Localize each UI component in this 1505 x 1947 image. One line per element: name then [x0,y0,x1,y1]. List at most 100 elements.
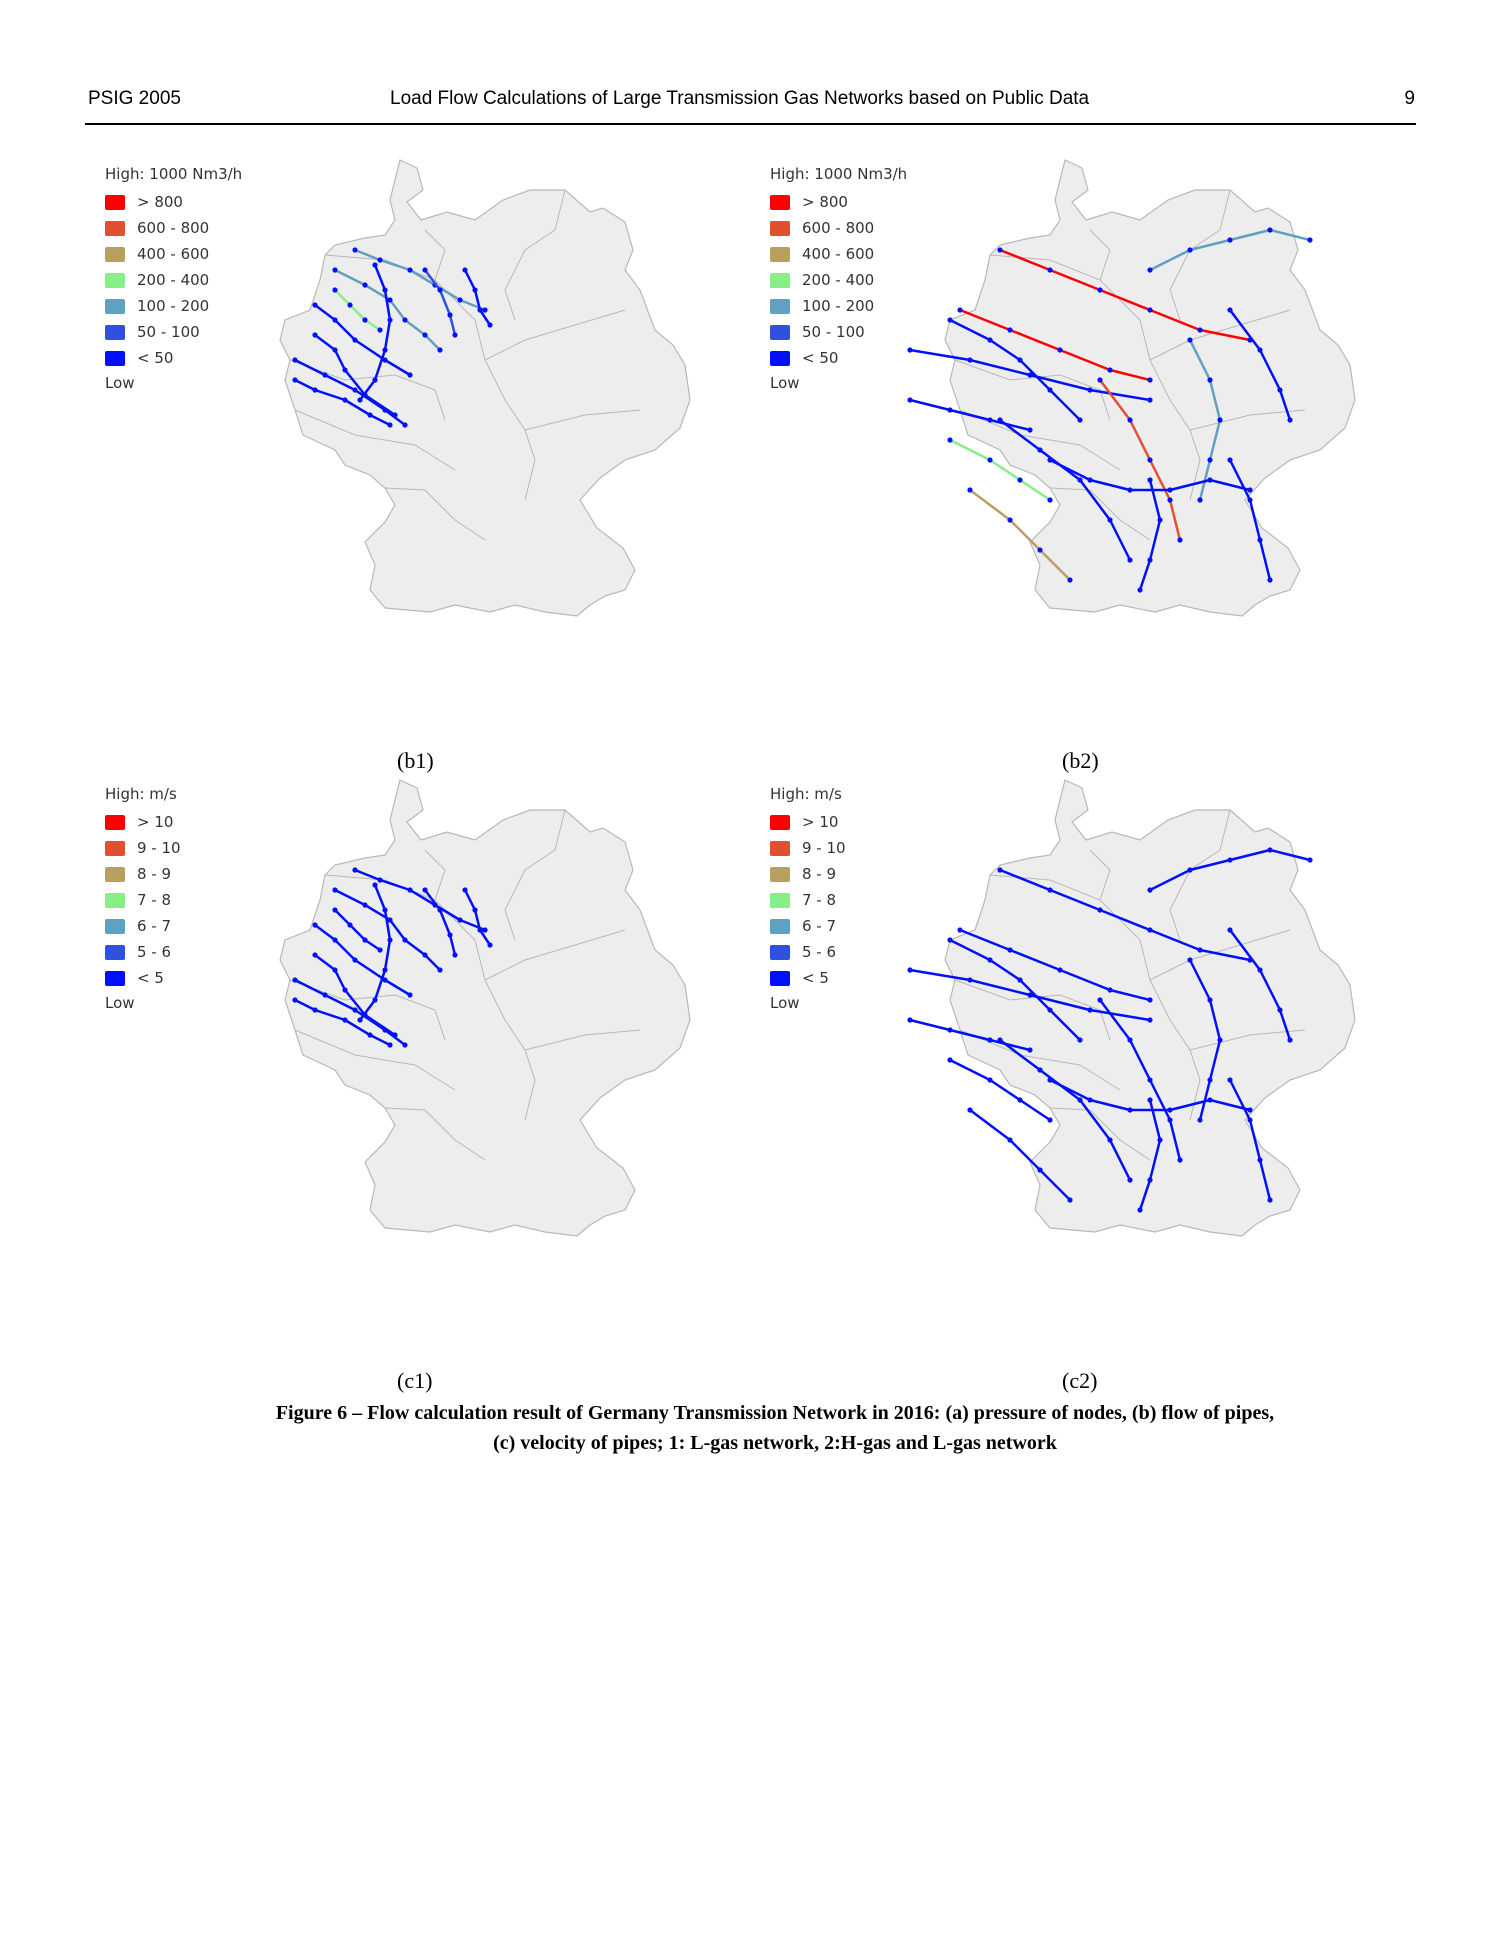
legend-swatch [105,220,125,236]
pipeline-segment [463,269,492,326]
pipeline-node [1307,857,1313,863]
pipeline-node [437,287,443,293]
pipeline-node [437,907,443,913]
pipeline-node [362,282,368,288]
legend-label: < 5 [137,969,164,987]
pipeline-node [967,357,973,363]
pipeline-node [1167,497,1173,503]
pipeline-node [342,1017,348,1023]
pipeline-node [1207,1097,1213,1103]
pipeline-node [1227,857,1233,863]
state-border [504,189,566,321]
pipeline-node [377,877,383,883]
pipeline-node [452,952,458,958]
pipeline-node [1247,497,1253,503]
legend-label: 600 - 800 [137,219,210,237]
pipeline-segment [334,289,381,332]
legend-title: High: 1000 Nm3/h [105,165,243,183]
pipeline-node [1247,1117,1253,1123]
legend-label: 6 - 7 [802,917,837,935]
legend-row: > 800 [105,189,242,215]
pipeline-node [482,927,488,933]
pipeline-node [332,907,338,913]
pipeline-node [407,267,413,273]
legend-swatch [105,814,125,830]
panel-label-b1: (b1) [397,748,434,773]
pipeline-node [1257,1157,1263,1163]
pipeline-node [907,1017,913,1023]
pipeline-segment [424,889,457,956]
pipeline-node [292,977,298,983]
pipeline-node [1037,447,1043,453]
pipeline-segment [1049,1078,1251,1112]
map-panel-b2: High: 1000 Nm3/h > 800 600 - 800 400 - 6… [750,150,1430,773]
pipeline-node [1097,287,1103,293]
pipeline-node [472,907,478,913]
pipeline-node [392,412,398,418]
pipeline-node [387,917,393,923]
pipeline-node [1027,427,1033,433]
paper-title: Load Flow Calculations of Large Transmis… [390,88,1090,109]
pipeline-node [1067,577,1073,583]
legend-swatch [770,298,790,314]
pipeline-node [382,907,388,913]
legend-row: > 800 [770,189,907,215]
page-number: 9 [1404,88,1415,109]
pipeline-node [382,347,388,353]
germany-map-b1 [279,159,691,617]
pipeline-node [1227,927,1233,933]
legend-swatch [770,246,790,262]
pipeline-node [1287,1037,1293,1043]
legend-row: 6 - 7 [770,913,846,939]
pipeline-node [382,977,388,983]
pipeline-segment [999,868,1251,962]
pipeline-node [1057,347,1063,353]
pipeline-node [487,322,493,328]
pipeline-node [1107,1137,1113,1143]
pipeline-node [1207,997,1213,1003]
germany-map-c2 [907,779,1356,1237]
pipeline-node [947,407,953,413]
pipeline-segment [334,888,441,971]
pipeline-node [362,392,368,398]
legend-swatch [105,298,125,314]
pipeline-segment [334,268,441,351]
state-border [524,1029,641,1051]
pipeline-segment [1228,1079,1272,1201]
pipeline-node [462,887,468,893]
pipeline-node [1277,1007,1283,1013]
legend-label: 200 - 400 [802,271,875,289]
pipeline-node [1267,1197,1273,1203]
pipeline-segment [334,909,381,952]
pipeline-node [987,417,993,423]
pipeline-node [1047,1117,1053,1123]
pipeline-node [312,387,318,393]
pipeline-segment [969,1109,1071,1201]
legend-label: 400 - 600 [137,245,210,263]
pipeline-node [1107,517,1113,523]
pipeline-node [947,437,953,443]
pipeline-node [1207,1077,1213,1083]
pipeline-node [437,967,443,973]
pipeline-node [1277,387,1283,393]
pipeline-node [332,887,338,893]
pipeline-node [1067,1197,1073,1203]
pipeline-node [1147,457,1153,463]
legend-label: 8 - 9 [802,865,837,883]
pipeline-node [1147,997,1153,1003]
pipeline-node [347,922,353,928]
legend-label: 7 - 8 [802,891,837,909]
pipeline-segment [969,489,1071,581]
pipeline-node [1287,417,1293,423]
legend-row: 6 - 7 [105,913,181,939]
pipeline-node [1007,947,1013,953]
pipeline-node [407,887,413,893]
legend-row: 200 - 400 [105,267,242,293]
pipeline-node [1087,387,1093,393]
pipeline-node [342,367,348,373]
legend-row: < 5 [105,965,181,991]
pipeline-node [1107,987,1113,993]
pipeline-node [367,1032,373,1038]
state-border [1089,849,1111,901]
pipeline-node [312,922,318,928]
